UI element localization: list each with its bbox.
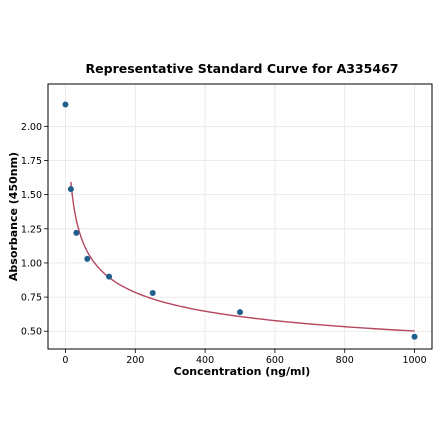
data-point <box>411 333 418 340</box>
data-points-layer <box>62 101 418 340</box>
x-tick-label: 800 <box>336 355 354 366</box>
grid-lines <box>48 84 432 349</box>
chart-title: Representative Standard Curve for A33546… <box>86 61 399 76</box>
y-axis-label: Absorbance (450nm) <box>7 152 20 281</box>
y-axis-ticks: 0.50 0.75 1.00 1.25 1.50 1.75 2.00 <box>21 122 48 338</box>
y-tick-label: 2.00 <box>21 122 42 133</box>
y-tick-label: 1.75 <box>21 156 42 167</box>
data-point <box>237 309 243 316</box>
data-point <box>73 229 80 236</box>
fit-curve-layer <box>70 181 415 332</box>
x-tick-label: 600 <box>266 355 284 366</box>
x-axis-ticks: 0 200 400 600 800 1000 <box>62 349 427 366</box>
fit-curve <box>70 181 415 332</box>
data-point <box>67 186 74 193</box>
y-tick-label: 0.50 <box>21 327 42 338</box>
x-axis-label: Concentration (ng/ml) <box>174 365 311 378</box>
x-tick-label: 200 <box>126 355 144 366</box>
y-tick-label: 1.25 <box>21 224 42 235</box>
x-tick-label: 400 <box>196 355 214 366</box>
y-tick-label: 1.00 <box>21 258 42 269</box>
data-point <box>84 255 91 262</box>
x-tick-label: 0 <box>62 355 68 366</box>
data-point <box>106 273 113 280</box>
y-tick-label: 0.75 <box>21 293 42 304</box>
x-tick-label: 1000 <box>402 355 426 366</box>
y-tick-label: 1.50 <box>21 190 42 201</box>
data-point <box>149 289 156 296</box>
data-point <box>62 101 69 108</box>
plot-frame <box>47 83 433 350</box>
